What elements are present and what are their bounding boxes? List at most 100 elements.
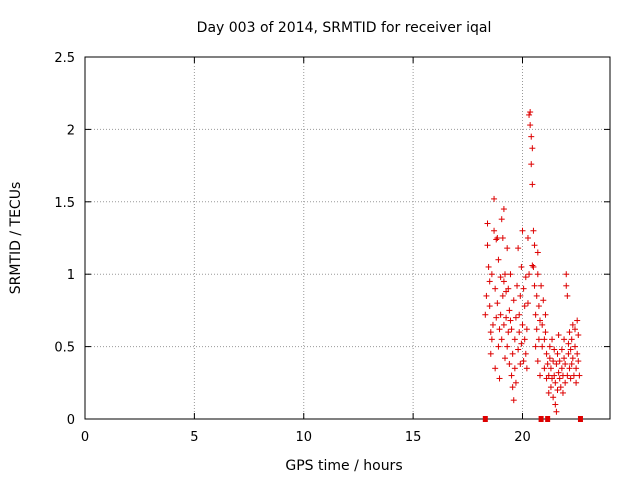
data-point xyxy=(561,336,568,343)
data-point xyxy=(497,311,504,318)
data-point xyxy=(567,375,574,382)
data-point xyxy=(569,355,576,362)
data-point xyxy=(552,401,559,408)
data-point xyxy=(573,365,580,372)
data-point xyxy=(541,336,548,343)
data-point xyxy=(546,355,553,362)
data-point xyxy=(529,145,536,152)
data-point xyxy=(504,343,511,350)
data-point xyxy=(500,321,507,328)
data-point xyxy=(567,346,574,353)
data-point xyxy=(558,365,565,372)
data-point xyxy=(541,365,548,372)
data-points xyxy=(482,109,583,422)
data-point xyxy=(516,311,523,318)
data-point xyxy=(519,227,526,234)
data-point xyxy=(540,297,547,304)
x-tick-label: 20 xyxy=(514,430,531,445)
data-point xyxy=(564,372,571,379)
data-point xyxy=(506,307,513,314)
data-point xyxy=(547,365,554,372)
y-tick-label: 0 xyxy=(67,413,75,428)
data-point xyxy=(550,358,557,365)
data-point xyxy=(491,227,498,234)
data-point xyxy=(498,336,505,343)
data-point xyxy=(530,263,537,270)
data-point xyxy=(547,384,554,391)
data-point xyxy=(534,358,541,365)
data-point xyxy=(538,416,544,422)
data-point xyxy=(520,358,527,365)
data-point xyxy=(483,292,490,299)
data-point xyxy=(492,365,499,372)
data-point xyxy=(554,387,561,394)
data-point xyxy=(539,321,546,328)
data-point xyxy=(507,317,514,324)
data-point xyxy=(520,285,527,292)
data-point xyxy=(545,389,552,396)
data-point xyxy=(559,389,566,396)
data-point xyxy=(555,369,562,376)
data-point xyxy=(517,360,524,367)
data-point xyxy=(489,321,496,328)
data-point xyxy=(508,326,515,333)
data-point xyxy=(482,416,488,422)
chart-title: Day 003 of 2014, SRMTID for receiver iqa… xyxy=(197,20,492,36)
data-point xyxy=(500,278,507,285)
data-point xyxy=(509,350,516,357)
data-point xyxy=(496,326,503,333)
data-point xyxy=(542,329,549,336)
data-point xyxy=(568,336,575,343)
y-axis-label: SRMTID / TECUs xyxy=(8,182,24,295)
data-point xyxy=(521,303,528,310)
data-point xyxy=(534,249,541,256)
data-point xyxy=(488,336,495,343)
y-tick-label: 2 xyxy=(67,123,75,138)
y-tick-label: 0.5 xyxy=(54,341,75,356)
data-point xyxy=(538,282,545,289)
data-point xyxy=(568,360,575,367)
data-point xyxy=(487,350,494,357)
data-point xyxy=(534,271,541,278)
data-point xyxy=(545,416,551,422)
data-point xyxy=(523,365,530,372)
data-point xyxy=(556,375,563,382)
data-point xyxy=(549,336,556,343)
data-point xyxy=(528,133,535,140)
data-point xyxy=(484,242,491,249)
data-point xyxy=(535,336,542,343)
data-point xyxy=(511,365,518,372)
x-tick-label: 10 xyxy=(295,430,312,445)
data-point xyxy=(527,109,534,116)
data-point xyxy=(574,317,581,324)
data-point xyxy=(484,220,491,227)
data-point xyxy=(512,379,519,386)
data-point xyxy=(550,394,557,401)
y-tick-label: 1 xyxy=(67,268,75,283)
data-point xyxy=(562,360,569,367)
data-point xyxy=(492,285,499,292)
data-point xyxy=(499,235,506,241)
data-point xyxy=(502,355,508,362)
data-point xyxy=(537,317,543,324)
data-point xyxy=(531,242,538,249)
data-point xyxy=(566,329,573,336)
data-point xyxy=(533,292,540,299)
data-point xyxy=(487,329,494,336)
x-tick-label: 5 xyxy=(190,430,198,445)
grid xyxy=(85,57,610,419)
data-point xyxy=(562,379,569,386)
data-point xyxy=(551,346,558,353)
data-point xyxy=(575,358,582,365)
data-point xyxy=(499,292,506,299)
data-point xyxy=(553,360,560,367)
data-point xyxy=(507,271,514,278)
data-point xyxy=(573,379,580,386)
data-point xyxy=(521,336,528,343)
data-point xyxy=(505,285,512,292)
plot-area-frame xyxy=(84,56,611,420)
data-point xyxy=(517,292,524,299)
data-point xyxy=(529,262,536,269)
data-point xyxy=(535,303,542,310)
data-point xyxy=(532,343,539,350)
